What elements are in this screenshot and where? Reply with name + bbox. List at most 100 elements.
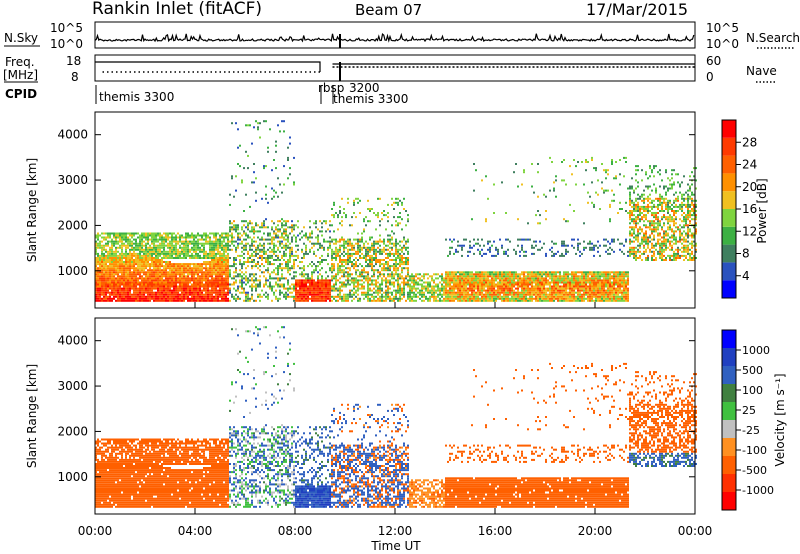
power-cell — [383, 273, 385, 276]
power-cell — [433, 289, 435, 292]
power-cell — [235, 224, 237, 227]
power-cell — [257, 285, 259, 288]
power-cell — [251, 240, 253, 243]
power-cell — [403, 283, 405, 286]
power-cell — [221, 299, 223, 302]
power-cell — [387, 289, 389, 292]
power-cell — [521, 183, 523, 186]
power-cell — [321, 267, 323, 270]
power-cell — [175, 234, 177, 237]
power-cell — [281, 232, 283, 235]
power-cell — [155, 271, 157, 274]
power-cell — [139, 267, 141, 270]
power-cell — [125, 236, 127, 239]
power-cell — [473, 291, 475, 294]
power-cell — [297, 285, 299, 288]
power-cell — [173, 238, 175, 241]
power-cell — [505, 250, 507, 253]
power-cell — [101, 257, 103, 259]
power-cell — [461, 299, 463, 302]
power-cell — [219, 283, 221, 286]
power-cell — [239, 259, 241, 261]
power-cell — [145, 271, 147, 274]
power-cell — [535, 283, 537, 286]
power-cell — [483, 297, 485, 300]
power-cell — [197, 295, 199, 298]
power-cell — [339, 297, 341, 300]
power-cell — [479, 297, 481, 300]
power-cell — [101, 283, 103, 286]
power-cell — [515, 281, 517, 284]
power-cell — [533, 291, 535, 294]
power-cell — [363, 244, 365, 247]
power-cell — [351, 242, 353, 245]
power-cell — [283, 238, 285, 241]
power-cell — [441, 293, 443, 296]
power-cell — [201, 244, 203, 247]
power-cell — [263, 265, 265, 268]
power-cell — [315, 287, 317, 290]
power-cell — [285, 248, 287, 251]
power-cell — [461, 287, 463, 290]
power-cell — [459, 273, 461, 276]
power-cell — [281, 224, 283, 227]
power-cell — [463, 277, 465, 280]
power-cell — [499, 271, 501, 274]
power-cell — [505, 238, 507, 241]
power-cell — [255, 289, 257, 292]
power-cell — [125, 287, 127, 290]
power-cell — [293, 275, 295, 278]
power-cell — [539, 214, 541, 217]
power-cell — [465, 285, 467, 288]
power-cell — [505, 271, 507, 274]
power-cell — [195, 263, 197, 266]
power-cell — [155, 293, 157, 296]
power-cell — [457, 279, 459, 282]
power-cell — [143, 289, 145, 292]
power-cell — [355, 289, 357, 292]
power-cell — [317, 242, 319, 245]
power-cell — [219, 240, 221, 243]
power-cell — [169, 246, 171, 249]
power-cell — [131, 242, 133, 245]
power-cell — [119, 277, 121, 280]
power-cell — [283, 130, 285, 133]
power-cell — [265, 238, 267, 241]
power-cell — [209, 271, 211, 274]
power-cell — [375, 214, 377, 217]
power-cell — [123, 242, 125, 245]
power-cell — [515, 299, 517, 302]
power-cell — [315, 254, 317, 257]
power-cell — [291, 246, 293, 249]
power-cell — [249, 205, 251, 208]
power-cell — [475, 283, 477, 286]
power-cell — [425, 273, 427, 276]
power-cell — [403, 291, 405, 294]
power-cell — [179, 263, 181, 266]
power-cell — [141, 281, 143, 284]
power-cell — [443, 279, 445, 282]
power-cell — [247, 224, 249, 227]
power-cell — [537, 285, 539, 288]
power-cell — [337, 254, 339, 257]
power-cell — [147, 281, 149, 284]
power-cell — [447, 297, 449, 300]
power-cell — [461, 271, 463, 274]
power-cell — [325, 220, 327, 223]
power-cell — [481, 271, 483, 274]
power-cell — [333, 250, 335, 253]
power-cell — [505, 279, 507, 282]
power-cell — [173, 265, 175, 268]
power-cell — [411, 289, 413, 292]
power-cell — [353, 199, 355, 202]
power-cell — [439, 289, 441, 292]
power-cell — [177, 242, 179, 245]
power-cell — [497, 275, 499, 278]
power-cell — [143, 240, 145, 243]
power-cell — [253, 126, 255, 129]
power-cell — [355, 257, 357, 259]
power-cell — [453, 299, 455, 302]
power-cell — [263, 285, 265, 288]
power-cell — [267, 269, 269, 272]
power-cell — [337, 295, 339, 298]
